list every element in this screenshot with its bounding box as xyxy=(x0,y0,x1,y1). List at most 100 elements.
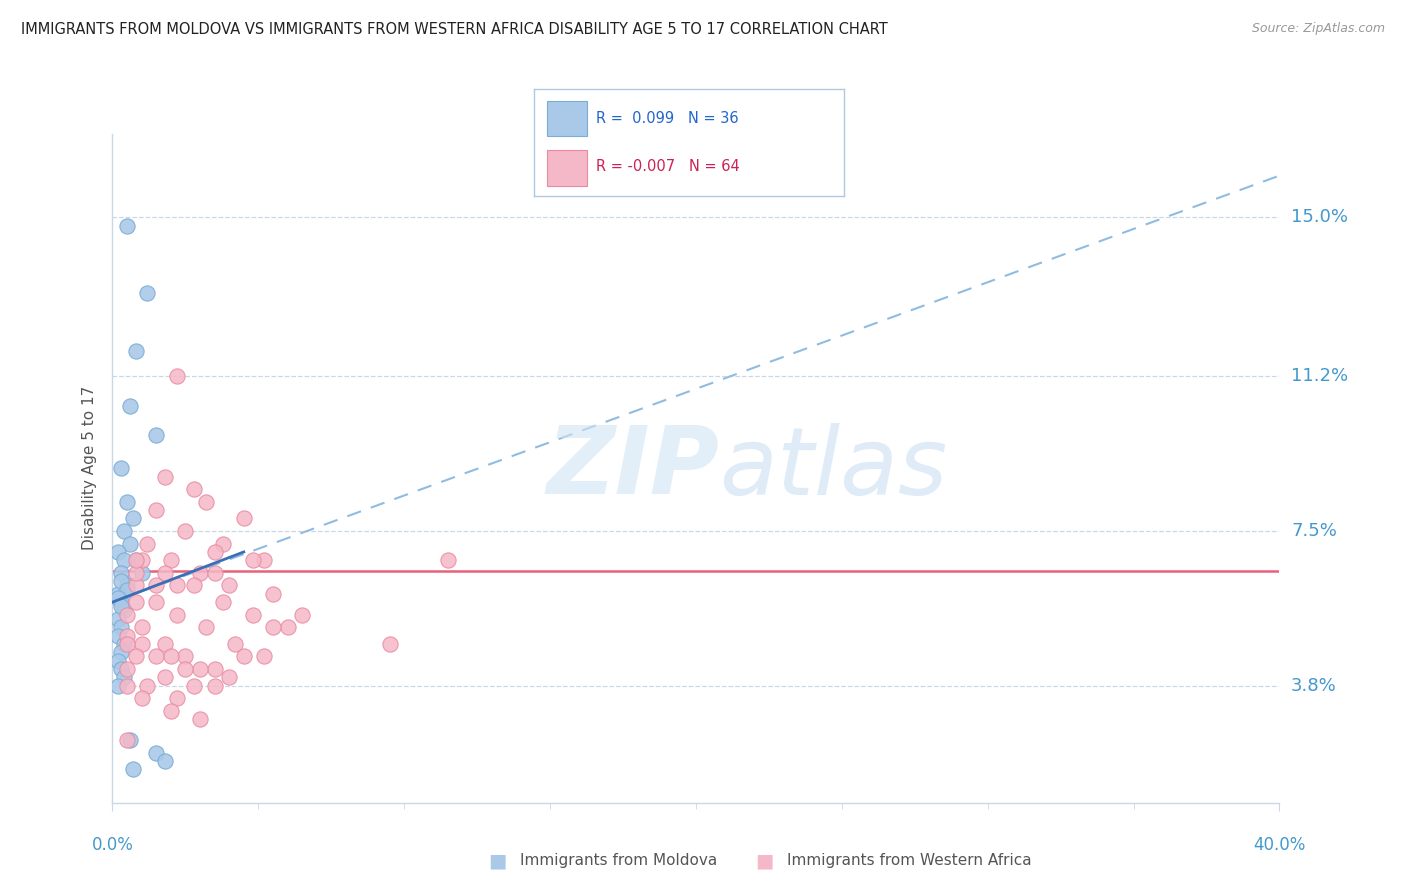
Point xyxy=(112,670,135,684)
Point xyxy=(183,482,205,496)
Point xyxy=(194,620,217,634)
Point xyxy=(212,536,235,550)
Point xyxy=(242,607,264,622)
Point xyxy=(107,545,129,559)
Point xyxy=(188,662,211,676)
Bar xyxy=(547,101,586,136)
Point xyxy=(118,536,141,550)
Text: Source: ZipAtlas.com: Source: ZipAtlas.com xyxy=(1251,22,1385,36)
Point xyxy=(174,524,197,538)
Point xyxy=(166,691,188,706)
Point xyxy=(218,578,240,592)
Text: atlas: atlas xyxy=(720,423,948,514)
Point xyxy=(262,620,284,634)
Point xyxy=(115,662,138,676)
Text: R =  0.099   N = 36: R = 0.099 N = 36 xyxy=(596,111,738,126)
Text: 7.5%: 7.5% xyxy=(1291,522,1337,540)
Point xyxy=(174,649,197,664)
Text: Immigrants from Moldova: Immigrants from Moldova xyxy=(520,854,717,868)
Point xyxy=(115,578,138,592)
Point xyxy=(110,574,132,589)
Point xyxy=(204,566,226,580)
Point xyxy=(145,428,167,442)
Point xyxy=(112,603,135,617)
Point xyxy=(253,649,276,664)
Point xyxy=(145,649,167,664)
Point xyxy=(115,219,138,233)
Point xyxy=(107,587,129,601)
Point xyxy=(107,679,129,693)
Point xyxy=(437,553,460,567)
Point xyxy=(125,595,148,609)
Text: 11.2%: 11.2% xyxy=(1291,368,1348,385)
Point xyxy=(112,524,135,538)
Point xyxy=(115,733,138,747)
Point xyxy=(125,344,148,359)
Point xyxy=(378,637,401,651)
Point xyxy=(115,582,138,597)
Point xyxy=(145,746,167,760)
Point xyxy=(194,495,217,509)
Point xyxy=(115,637,138,651)
Point xyxy=(115,607,138,622)
Point xyxy=(131,691,153,706)
Point xyxy=(166,578,188,592)
Point xyxy=(291,607,314,622)
Point xyxy=(204,662,226,676)
Point xyxy=(131,620,153,634)
Point xyxy=(218,670,240,684)
Text: IMMIGRANTS FROM MOLDOVA VS IMMIGRANTS FROM WESTERN AFRICA DISABILITY AGE 5 TO 17: IMMIGRANTS FROM MOLDOVA VS IMMIGRANTS FR… xyxy=(21,22,887,37)
Point xyxy=(118,399,141,413)
Point xyxy=(107,628,129,642)
Point xyxy=(212,595,235,609)
Point xyxy=(153,469,176,483)
Point xyxy=(125,553,148,567)
Point xyxy=(153,566,176,580)
Text: ZIP: ZIP xyxy=(547,422,720,515)
Text: 0.0%: 0.0% xyxy=(91,837,134,855)
Point xyxy=(131,566,153,580)
Point xyxy=(131,553,153,567)
Point xyxy=(204,679,226,693)
Point xyxy=(110,461,132,475)
Text: ■: ■ xyxy=(755,851,773,871)
Point xyxy=(183,679,205,693)
Point xyxy=(183,578,205,592)
Point xyxy=(145,503,167,517)
Point xyxy=(107,612,129,626)
Point xyxy=(153,754,176,768)
Point xyxy=(160,649,183,664)
Point xyxy=(110,620,132,634)
Point xyxy=(224,637,246,651)
Text: 15.0%: 15.0% xyxy=(1291,209,1348,227)
Point xyxy=(115,495,138,509)
Point xyxy=(174,662,197,676)
Point xyxy=(153,637,176,651)
Point xyxy=(153,670,176,684)
Point xyxy=(107,591,129,605)
Bar xyxy=(547,150,586,186)
Point xyxy=(160,704,183,718)
Point xyxy=(125,553,148,567)
Point xyxy=(166,607,188,622)
Text: 40.0%: 40.0% xyxy=(1253,837,1306,855)
Point xyxy=(276,620,298,634)
Point xyxy=(110,662,132,676)
Point xyxy=(166,369,188,384)
Point xyxy=(232,649,254,664)
Y-axis label: Disability Age 5 to 17: Disability Age 5 to 17 xyxy=(82,386,97,550)
Point xyxy=(115,679,138,693)
Point xyxy=(160,553,183,567)
Text: 3.8%: 3.8% xyxy=(1291,677,1337,695)
Text: ■: ■ xyxy=(488,851,506,871)
Point xyxy=(110,645,132,659)
Point xyxy=(110,595,132,609)
Point xyxy=(112,553,135,567)
Point xyxy=(136,285,159,300)
Point xyxy=(145,595,167,609)
Point xyxy=(125,578,148,592)
Text: Immigrants from Western Africa: Immigrants from Western Africa xyxy=(787,854,1032,868)
Point xyxy=(262,587,284,601)
Point xyxy=(125,566,148,580)
Point xyxy=(253,553,276,567)
